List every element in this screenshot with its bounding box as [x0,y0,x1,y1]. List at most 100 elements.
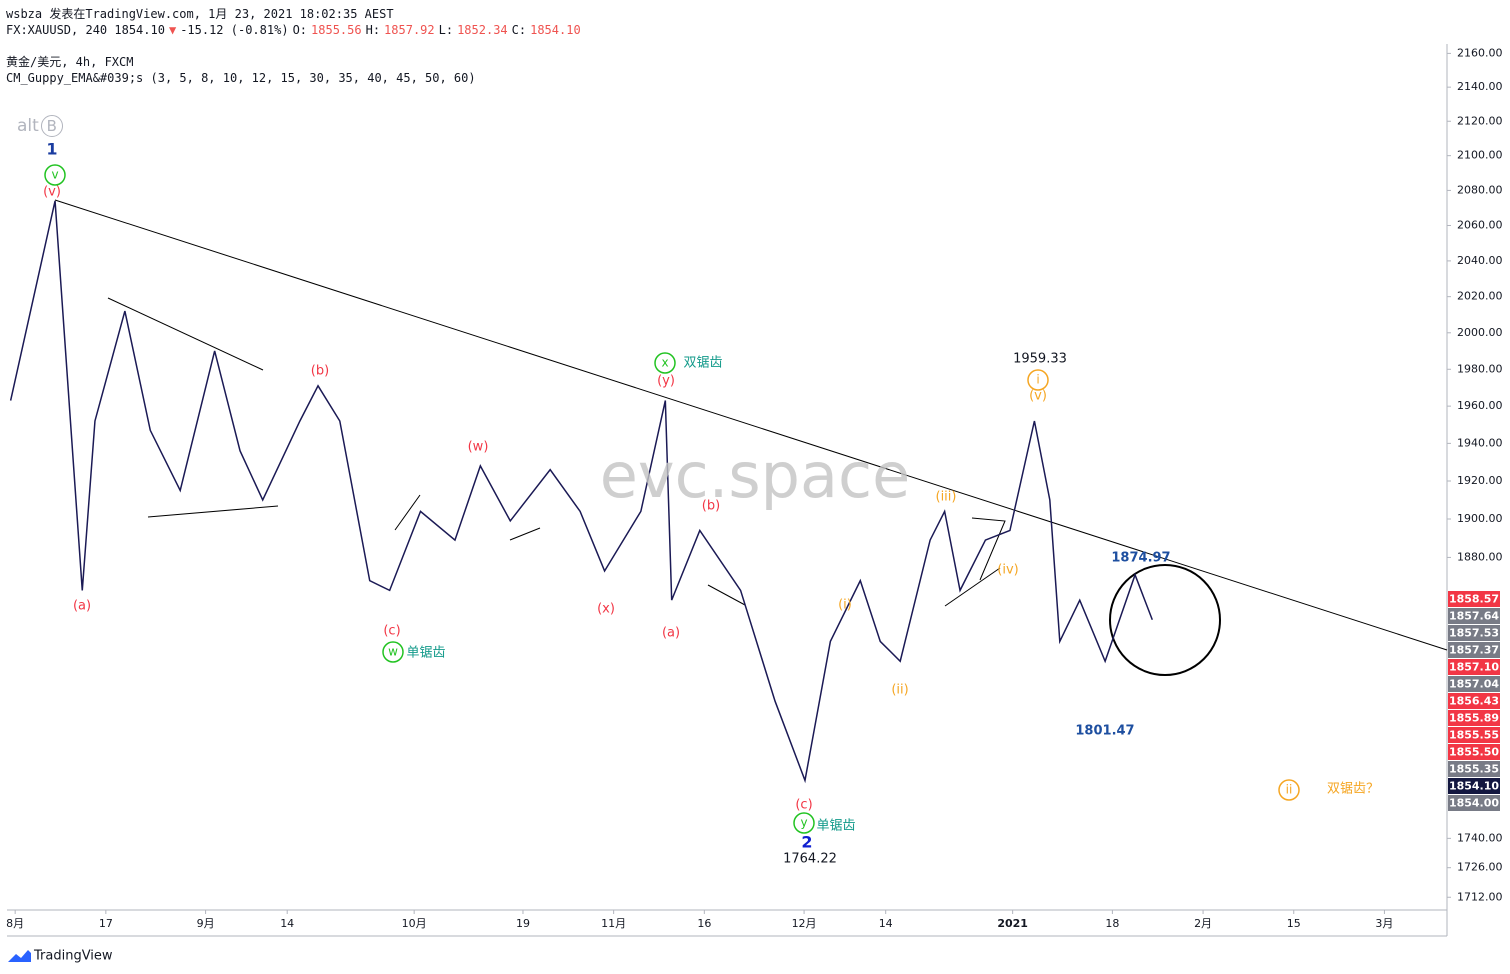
trendline [54,199,1448,651]
x-tick-label: 14 [280,917,294,930]
price-label: 1857.53 [1449,627,1499,640]
wave-label: (i) [838,598,852,613]
wave-circle [1278,779,1300,801]
price-label-bg [1448,778,1500,794]
alt-badge: alt B [17,115,63,137]
x-tick-label: 19 [516,917,530,930]
quote-part: 1855.56 [311,23,362,37]
wave-label: 1801.47 [1075,724,1134,739]
wave-label: 1874.97 [1111,551,1170,566]
wave-label: 1764.22 [783,852,837,867]
drawings [54,199,1448,676]
y-tick-label: 2000.00 [1457,326,1503,339]
quote-part: 1854.10 [530,23,581,37]
wave-label: (w) [468,440,489,455]
y-tick-label: 1726.00 [1457,861,1503,874]
price-label-bg [1448,625,1500,641]
price-label: 1857.04 [1449,678,1499,691]
wave-circle [382,641,404,663]
price-label: 1857.10 [1449,661,1499,674]
wave-label: (v) [1029,389,1047,404]
price-label-bg [1448,608,1500,624]
price-label: 1854.00 [1449,797,1499,810]
publisher: wsbza 发表在TradingView.com, 1月 23, 2021 18… [6,7,394,21]
x-tick-label: 8月 [6,917,24,930]
wave-label: x [661,356,668,370]
quote-line: FX:XAUUSD, 240 1854.10 ▼ -15.12 (-0.81%) O:… [6,23,585,37]
wave-label: 单锯齿 [816,819,855,834]
wave-label: (iv) [997,563,1018,578]
alt-letter: B [40,115,63,137]
quote-part: C: [511,23,527,37]
price-label: 1855.55 [1449,729,1499,742]
y-tick-label: 2060.00 [1457,218,1503,231]
quote-part: H: [365,23,381,37]
price-label: 1854.10 [1449,780,1499,793]
price-line [9,200,1153,784]
quote-part: -15.12 (-0.81%) [180,23,289,37]
price-label-bg [1448,693,1500,709]
indicator: CM_Guppy_EMA&#039;s (3, 5, 8, 10, 12, 15… [6,71,476,85]
logo [8,950,31,962]
wave-label: y [800,816,807,830]
wave-circle [793,812,815,834]
x-tick-label: 16 [697,917,711,930]
wave-label: (ii) [891,683,908,698]
wave-label: 双锯齿 [683,356,722,371]
alt-text: alt [17,116,39,136]
price-label: 1856.43 [1449,695,1499,708]
symbol: 黄金/美元, 4h, FXCM [6,55,134,69]
quote-part: O: [292,23,308,37]
triangle-line [107,297,264,371]
price-label-bg [1448,659,1500,675]
wave-label: (x) [597,602,615,617]
wave-label: (iii) [936,490,957,505]
price-label: 1855.50 [1449,746,1499,759]
wave-label: w [388,645,398,659]
x-tick-label: 2021 [997,917,1028,930]
y-tick-label: 2020.00 [1457,290,1503,303]
y-tick-label: 1740.00 [1457,831,1503,844]
wave-circle [1027,369,1049,391]
price-label-bg [1448,710,1500,726]
y-tick-label: 1712.00 [1457,890,1503,903]
price-label-bg [1448,744,1500,760]
price-label-bg [1448,642,1500,658]
price-label: 1857.64 [1449,610,1499,623]
wave-label: ii [1286,783,1293,797]
wave-circle [654,352,676,374]
wave-line [707,584,746,606]
y-tick-label: 1980.00 [1457,362,1503,375]
quote-part: 1857.92 [384,23,435,37]
wave-line [394,494,421,531]
price-label: 1858.57 [1449,593,1499,606]
focus-circle [1109,564,1221,676]
price-label: 1855.35 [1449,763,1499,776]
wave-label: (v) [43,185,61,200]
y-tick-label: 1920.00 [1457,474,1503,487]
price-label-bg [1448,676,1500,692]
quote-part: L: [438,23,454,37]
y-tick-label: 2080.00 [1457,183,1503,196]
y-tick-label: 2120.00 [1457,114,1503,127]
quote-part: ▼ [168,23,177,37]
y-tick-label: 1940.00 [1457,436,1503,449]
x-tick-label: 18 [1105,917,1119,930]
y-tick-label: 1880.00 [1457,550,1503,563]
x-tick-label: 17 [99,917,113,930]
x-tick-label: 11月 [601,917,626,930]
y-tick-label: 2040.00 [1457,254,1503,267]
wave-label: 单锯齿 [406,646,445,661]
wave-label: (c) [383,624,400,639]
wave-label: (b) [311,364,329,379]
wave-circle [44,164,66,186]
y-tick-label: 2140.00 [1457,80,1503,93]
wave-label: i [1036,373,1039,387]
x-tick-label: 2月 [1194,917,1212,930]
wave-label: (c) [795,798,812,813]
y-tick-label: 1960.00 [1457,399,1503,412]
wave-label: (y) [657,374,675,389]
x-tick-label: 12月 [792,917,817,930]
